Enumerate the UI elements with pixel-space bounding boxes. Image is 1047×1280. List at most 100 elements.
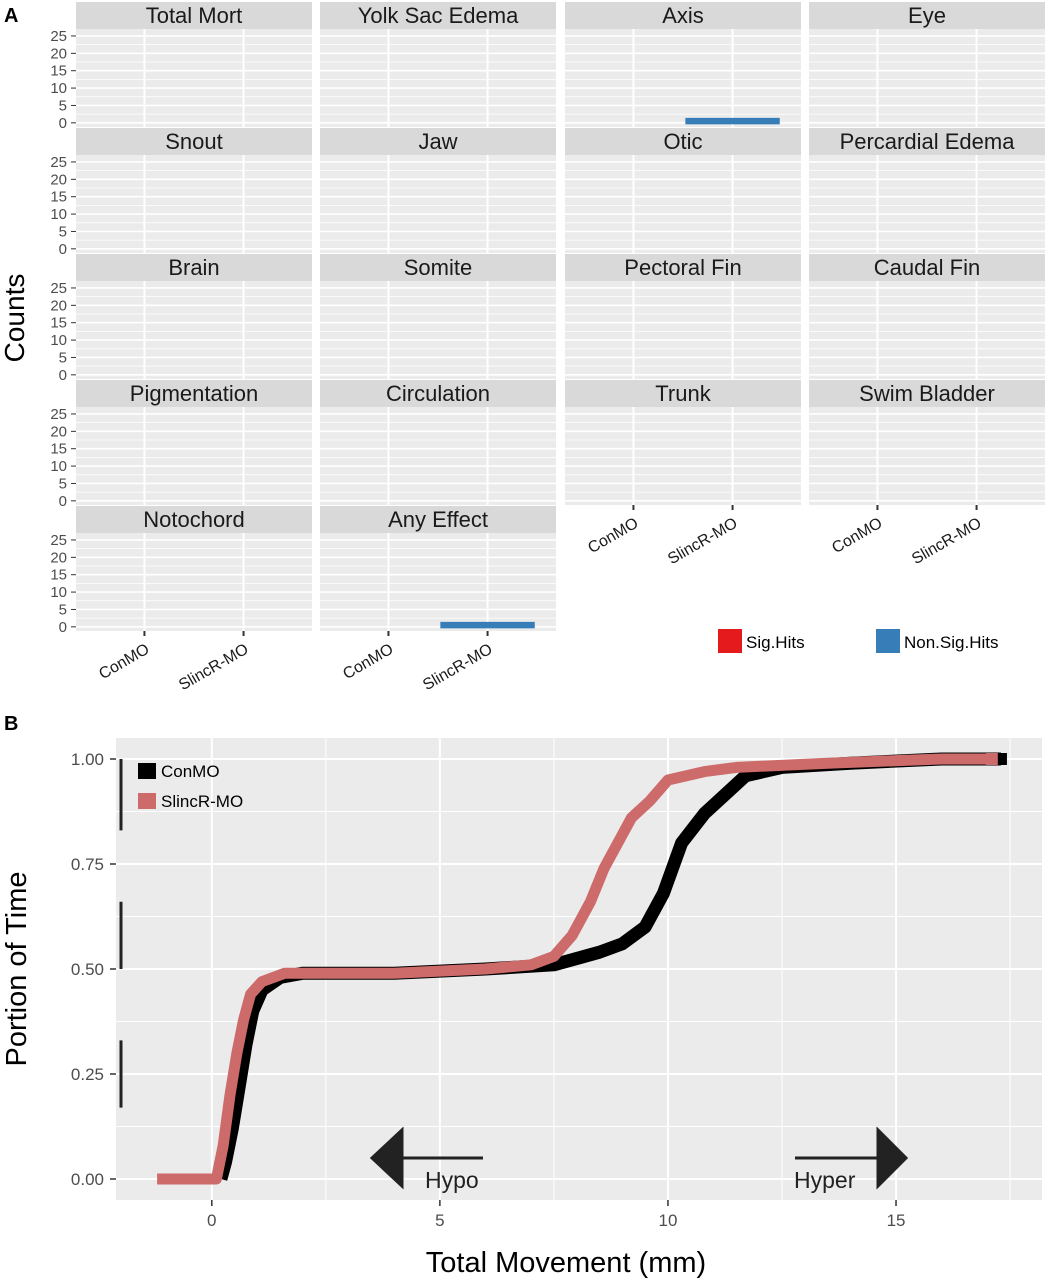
plot-b-axes: 0 5 10 15 0.00 0.25 0.50 0.75 1.00 [71, 750, 906, 1230]
y-tick-label: 20 [50, 297, 67, 314]
y-tick-label: 5 [59, 349, 67, 366]
y-tick-label: 0 [59, 115, 67, 132]
plot-b-xlabel: Total Movement (mm) [426, 1247, 706, 1279]
facet-title: Pectoral Fin [624, 255, 741, 280]
facet-title: Pigmentation [130, 381, 258, 406]
y-tick-label: 5 [59, 223, 67, 240]
panel-b-label: B [4, 713, 18, 735]
legend-label-sig-hits: Sig.Hits [746, 633, 805, 652]
facet-strip [76, 380, 312, 407]
y-tick-label: 0.50 [71, 960, 104, 979]
hypo-label: Hypo [425, 1167, 479, 1193]
facet-percardial-edema: Percardial Edema [809, 128, 1045, 253]
x-tick-label: SlincR-MO [909, 515, 984, 568]
y-tick-label: 15 [50, 189, 67, 206]
facet-plot-background [320, 155, 556, 253]
y-tick-label: 5 [59, 601, 67, 618]
facet-eye: Eye [809, 2, 1045, 127]
panel-a-legend: Sig.Hits Non.Sig.Hits [718, 629, 998, 653]
facet-title: Jaw [418, 129, 457, 154]
facet-yolk-sac-edema: Yolk Sac Edema [320, 2, 556, 127]
x-tick-label: SlincR-MO [420, 641, 495, 694]
facet-caudal-fin: Caudal Fin [809, 254, 1045, 379]
facet-strip [565, 380, 801, 407]
facet-strip [320, 380, 556, 407]
facet-title: Any Effect [388, 507, 488, 532]
facet-title: Trunk [655, 381, 711, 406]
facet-strip [76, 506, 312, 533]
y-tick-label: 15 [50, 441, 67, 458]
facet-swim-bladder: Swim Bladder ConMO SlincR-MO [809, 380, 1045, 568]
facet-strip [565, 254, 801, 281]
y-tick-label: 20 [50, 423, 67, 440]
facet-strip [565, 128, 801, 155]
x-tick-label: ConMO [96, 641, 152, 683]
plot-b-lines [157, 752, 1007, 1185]
facet-plot-background [76, 533, 312, 631]
facet-title: Yolk Sac Edema [358, 3, 519, 28]
facet-title: Caudal Fin [874, 255, 980, 280]
y-tick-label: 20 [50, 549, 67, 566]
series-line-conmo [214, 752, 1001, 1181]
facet-strip [809, 380, 1045, 407]
facet-title: Percardial Edema [840, 129, 1016, 154]
hypo-arrow-icon [369, 1126, 483, 1190]
plot-b-legend: ConMO SlincR-MO [138, 762, 243, 811]
x-tick-label: 5 [435, 1211, 444, 1230]
y-tick-label: 10 [50, 332, 67, 349]
y-tick-label: 0 [59, 241, 67, 258]
series-line-slincr-mo [157, 753, 992, 1185]
y-tick-label: 5 [59, 475, 67, 492]
facet-somite: Somite [320, 254, 556, 379]
legend-label-non-sig-hits: Non.Sig.Hits [904, 633, 998, 652]
facet-plot-background [809, 281, 1045, 379]
facet-jaw: Jaw [320, 128, 556, 253]
bar-slincr-mo [685, 117, 780, 125]
facet-strip [565, 2, 801, 29]
facet-trunk: Trunk ConMO SlincR-MO [565, 380, 801, 568]
facet-title: Brain [168, 255, 219, 280]
facet-title: Total Mort [146, 3, 243, 28]
y-tick-label: 5 [59, 97, 67, 114]
facet-strip [76, 2, 312, 29]
y-tick-label: 0.75 [71, 855, 104, 874]
x-tick-label: ConMO [340, 641, 396, 683]
legend-key-non-sig-hits [876, 629, 900, 653]
y-tick-label: 10 [50, 80, 67, 97]
facet-circulation: Circulation [320, 380, 556, 505]
facet-plot-background [76, 407, 312, 505]
facet-title: Otic [663, 129, 702, 154]
facet-strip [809, 254, 1045, 281]
y-tick-label: 0.25 [71, 1065, 104, 1084]
x-tick-label: 0 [207, 1211, 216, 1230]
y-tick-label: 0 [59, 367, 67, 384]
facet-pectoral-fin: Pectoral Fin [565, 254, 801, 379]
y-tick-label: 25 [50, 154, 67, 171]
plot-b-ylabel: Portion of Time [1, 871, 33, 1066]
facet-title: Circulation [386, 381, 490, 406]
facet-strip [320, 128, 556, 155]
hyper-label: Hyper [794, 1167, 856, 1193]
y-tick-label: 10 [50, 206, 67, 223]
legend-key-conmo [138, 763, 156, 779]
panel-b: B Hypo Hyper ConMO SlincR-MO 0 5 10 150.000… [1, 713, 1042, 1279]
legend-key-slincr-mo [138, 793, 156, 809]
y-tick-label: 20 [50, 171, 67, 188]
facet-plot-background [76, 29, 312, 127]
y-tick-label: 0 [59, 493, 67, 510]
facet-any-effect: Any Effect ConMO SlincR-MO [320, 506, 556, 694]
facet-strip [76, 254, 312, 281]
facet-plot-background [565, 29, 801, 127]
x-tick-label: SlincR-MO [665, 515, 740, 568]
facet-title: Axis [662, 3, 704, 28]
panel-a-label: A [4, 5, 18, 27]
y-tick-label: 15 [50, 567, 67, 584]
panel-a-ylabel: Counts [0, 274, 30, 363]
plot-b-arrows: Hypo Hyper [369, 1126, 909, 1193]
legend-label-slincr-mo: SlincR-MO [161, 792, 243, 811]
y-tick-label: 20 [50, 45, 67, 62]
x-tick-label: 10 [658, 1211, 677, 1230]
